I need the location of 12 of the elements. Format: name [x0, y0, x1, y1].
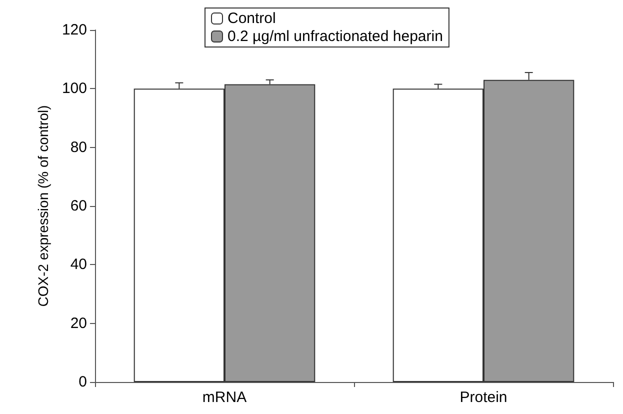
legend-label: 0.2 µg/ml unfractionated heparin: [228, 28, 443, 45]
y-tick-label: 0: [78, 374, 87, 390]
y-tick-label: 20: [70, 314, 87, 332]
y-tick-label: 120: [62, 22, 87, 38]
y-tick-label: 60: [70, 198, 87, 214]
legend-label: Control: [228, 10, 276, 27]
x-tick-label: mRNA: [202, 389, 247, 406]
y-axis-title: COX-2 expression (% of control): [35, 105, 51, 307]
x-tick-label: Protein: [460, 389, 508, 406]
y-tick-label: 40: [70, 256, 87, 274]
y-tick-label: 80: [70, 138, 87, 156]
y-tick-label: 100: [62, 80, 87, 98]
